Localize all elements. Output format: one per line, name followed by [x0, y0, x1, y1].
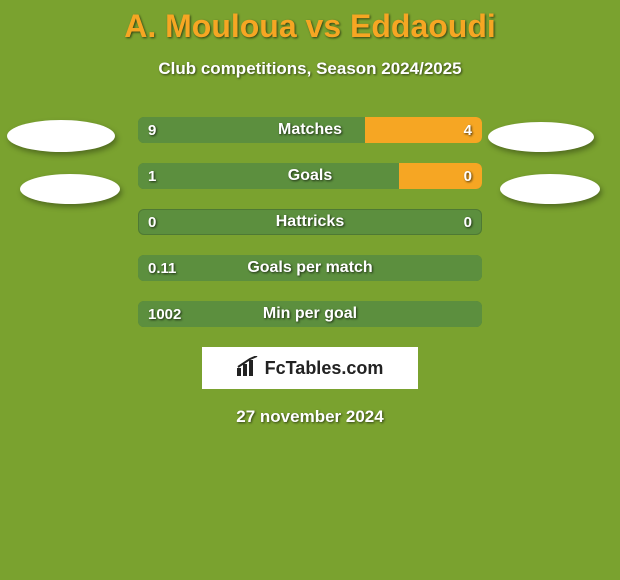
stat-bar-bg: [138, 117, 482, 143]
stat-bar-left: [138, 255, 482, 281]
stat-bar-left: [138, 163, 399, 189]
date-text: 27 november 2024: [0, 407, 620, 427]
logo-chart-icon: [237, 356, 259, 381]
stat-bar-left: [138, 117, 365, 143]
stat-bar-bg: [138, 163, 482, 189]
stat-bar-right: [365, 117, 482, 143]
stat-bar-right: [399, 163, 482, 189]
stat-row: Min per goal1002: [0, 301, 620, 327]
decorative-blob-left_top: [7, 120, 115, 152]
decorative-blob-right_top: [488, 122, 594, 152]
logo-box: FcTables.com: [202, 347, 418, 389]
stat-row: Hattricks00: [0, 209, 620, 235]
page-subtitle: Club competitions, Season 2024/2025: [0, 59, 620, 79]
stat-bar-bg: [138, 255, 482, 281]
logo-text: FcTables.com: [265, 358, 384, 379]
stat-row: Goals per match0.11: [0, 255, 620, 281]
decorative-blob-right_mid: [500, 174, 600, 204]
decorative-blob-left_mid: [20, 174, 120, 204]
stat-bar-left: [138, 301, 482, 327]
stat-bar-bg: [138, 301, 482, 327]
page-title: A. Mouloua vs Eddaoudi: [0, 0, 620, 45]
stat-bar-bg: [138, 209, 482, 235]
